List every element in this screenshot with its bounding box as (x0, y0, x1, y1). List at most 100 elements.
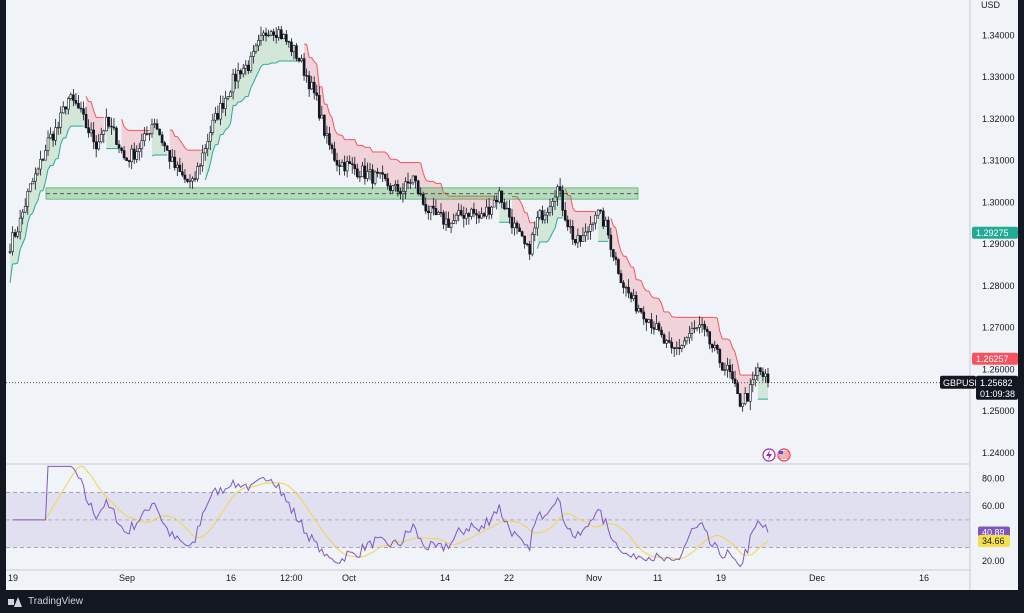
supertrend-line (671, 316, 675, 318)
supertrend-line (123, 126, 127, 130)
supertrend-line (719, 331, 723, 340)
candle-body (670, 341, 673, 349)
supertrend-line (57, 144, 62, 159)
candle-body (726, 364, 729, 371)
supertrend-line (179, 140, 183, 145)
candle-body (546, 212, 549, 216)
time-axis[interactable]: 19 Sep 16 12:00 Oct 14 22 Nov 11 19 Dec 16 (8, 573, 929, 583)
supertrend-line (732, 347, 736, 353)
candle-body (54, 127, 57, 141)
supertrend-line (628, 261, 632, 268)
candle-body (158, 128, 161, 136)
supertrend-line (648, 290, 652, 297)
candle-body (690, 328, 694, 334)
candle-body (465, 213, 468, 219)
supertrend-line (34, 200, 39, 206)
candle-body (16, 231, 19, 237)
candle-body (596, 209, 600, 216)
candle-body (558, 186, 562, 191)
supertrend-line (422, 172, 427, 180)
candle-body (219, 102, 222, 120)
candle-body (208, 132, 212, 142)
supertrend-line (661, 303, 665, 313)
candle-body (416, 180, 420, 194)
price-axis[interactable]: USD 1.34000 1.33000 1.32000 1.31000 1.30000 1.… (981, 0, 1015, 566)
supertrend-line (547, 237, 551, 243)
candle-body (561, 190, 564, 211)
price-tick-label: 1.26000 (982, 364, 1015, 374)
supertrend-line (420, 162, 424, 174)
supertrend-line (549, 232, 553, 239)
candle-body (538, 210, 542, 218)
rsi-band-fill (6, 492, 970, 548)
event-icons[interactable] (762, 448, 791, 462)
supertrend-fill (263, 32, 267, 65)
candle-body (419, 193, 423, 195)
supertrend-fill (195, 150, 198, 179)
candle-body (21, 211, 24, 219)
candle-body (122, 150, 126, 159)
supertrend-line (727, 338, 731, 341)
supertrend-fill (623, 256, 627, 288)
candle-body (173, 156, 177, 169)
candle-body (282, 34, 286, 39)
candle-body (99, 134, 103, 143)
candle-body (576, 235, 580, 244)
supertrend-fill (631, 267, 634, 299)
candle-body (267, 34, 270, 37)
chart-canvas[interactable]: USD 1.34000 1.33000 1.32000 1.31000 1.30000 1.… (6, 0, 1018, 590)
candle-body (543, 214, 547, 221)
candle-body (634, 295, 638, 312)
supertrend-line (42, 181, 46, 191)
supertrend-fill (504, 208, 507, 223)
candle-body (214, 113, 217, 121)
candle-body (388, 185, 392, 191)
us-flag-event-icon[interactable] (777, 448, 791, 462)
candle-body (513, 222, 516, 229)
supertrend-fill (144, 130, 147, 135)
supertrend-fill (582, 211, 586, 236)
candle-body (353, 164, 357, 170)
candle-body (345, 161, 349, 172)
candle-body (137, 148, 141, 153)
supertrend-fill (159, 134, 163, 155)
tradingview-logo-icon[interactable] (8, 596, 22, 607)
time-tick-label: 22 (504, 573, 514, 583)
supertrend-line (250, 82, 254, 88)
candle-body (421, 193, 425, 205)
supertrend-fill (712, 317, 715, 348)
supertrend-line (633, 267, 637, 280)
supertrend-line (716, 318, 721, 332)
supertrend-fill (359, 145, 363, 177)
candle-body (645, 318, 648, 323)
candle-body (236, 70, 240, 82)
candle-body (411, 175, 415, 184)
candle-body (470, 208, 473, 217)
supertrend-line (737, 362, 741, 376)
candle-body (148, 133, 151, 135)
supertrend-line (519, 200, 523, 206)
candle-body (373, 171, 377, 184)
candle-body (18, 217, 22, 233)
candle-body (279, 29, 283, 39)
brand-name[interactable]: TradingView (28, 596, 84, 607)
candle-body (163, 142, 166, 147)
supertrend-fill (580, 211, 583, 242)
candle-body (51, 133, 55, 141)
candle-body (449, 222, 453, 228)
supertrend-line (313, 61, 318, 65)
candle-body (285, 34, 288, 42)
candle-body (624, 286, 628, 289)
supertrend-line (32, 205, 36, 213)
candle-body (292, 45, 296, 53)
candle-body (406, 181, 410, 184)
supertrend-line (222, 129, 226, 135)
candle-body (503, 202, 506, 210)
candle-body (302, 58, 306, 76)
chart-panel[interactable]: USD 1.34000 1.33000 1.32000 1.31000 1.30000 1.… (6, 0, 1018, 590)
time-tick-label: Nov (586, 573, 603, 583)
candle-body (741, 403, 744, 407)
supertrend-fill (762, 373, 766, 400)
candle-body (231, 73, 235, 93)
price-tick-label: 1.24000 (982, 448, 1015, 458)
